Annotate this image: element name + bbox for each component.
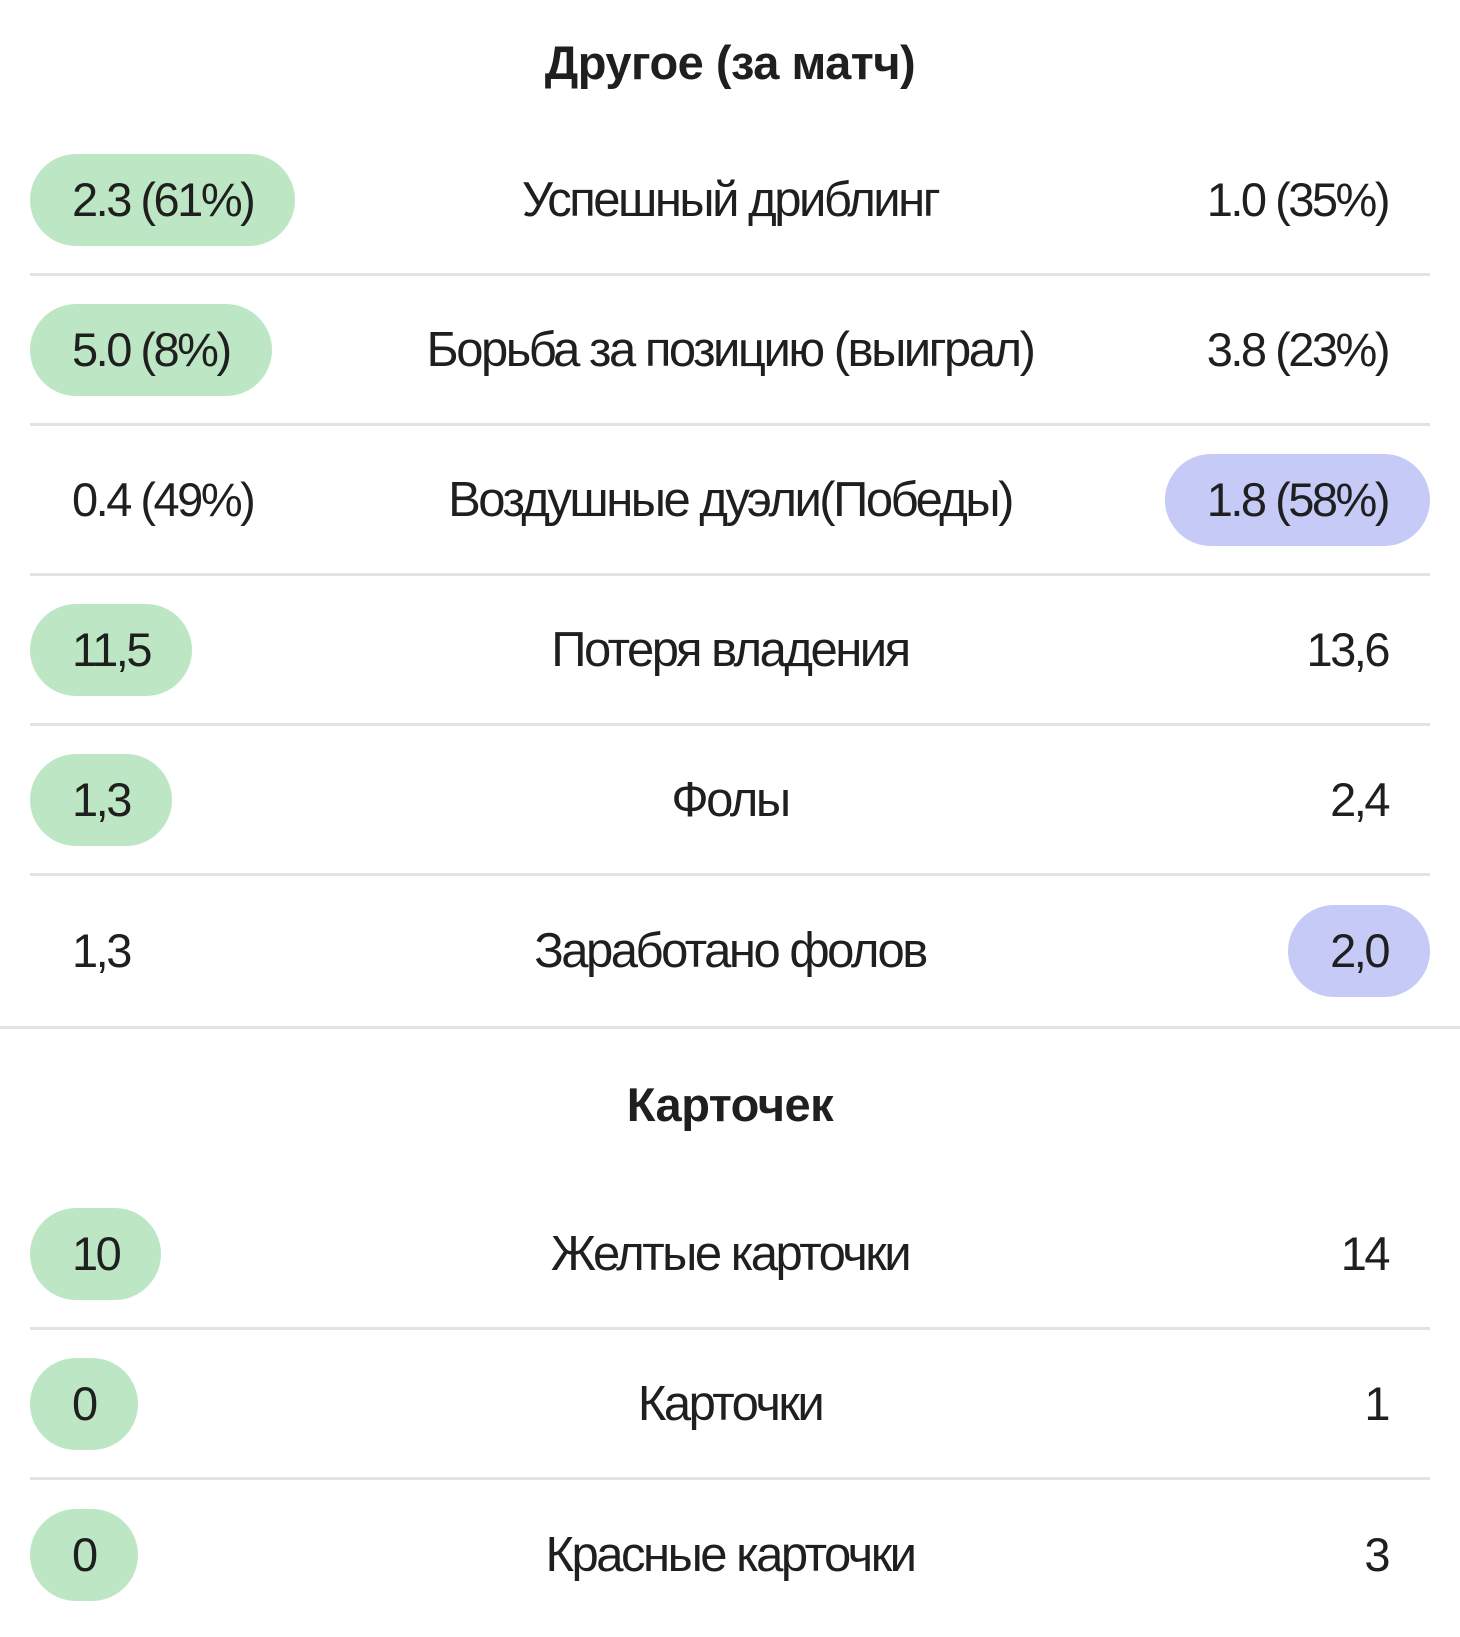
stat-label: Заработано фолов <box>534 924 928 978</box>
left-value: 0.4 (49%) <box>72 472 256 526</box>
right-value: 3 <box>1364 1528 1390 1581</box>
stat-row: 1,3 Заработано фолов 2,0 <box>30 876 1430 1026</box>
right-value: 1 <box>1364 1376 1390 1430</box>
stat-row: 10 Желтые карточки 14 <box>30 1180 1430 1330</box>
stat-row: 0.4 (49%) Воздушные дуэли(Победы) 1.8 (5… <box>30 426 1430 576</box>
stat-row: 11,5 Потеря владения 13,6 <box>30 576 1430 726</box>
stat-label: Желтые карточки <box>550 1226 912 1281</box>
stat-label: Карточки <box>637 1376 825 1431</box>
stat-row: 1,3 Фолы 2,4 <box>30 726 1430 876</box>
right-value: 2,4 <box>1330 772 1390 826</box>
left-value: 0 <box>30 1509 138 1601</box>
right-value: 1.0 (35%) <box>1206 172 1391 226</box>
right-value: 14 <box>1340 1226 1391 1280</box>
stats-list-cards: 10 Желтые карточки 14 0 Карточки 1 0 Кра… <box>30 1180 1430 1630</box>
section-divider <box>0 1026 1460 1029</box>
left-value: 1,3 <box>72 924 132 977</box>
stat-row: 0 Карточки 1 <box>30 1330 1430 1480</box>
left-value: 2.3 (61%) <box>30 153 296 246</box>
left-value: 5.0 (8%) <box>30 303 272 396</box>
stat-label: Красные карточки <box>545 1528 917 1582</box>
right-value: 1.8 (58%) <box>1164 453 1430 546</box>
stat-row: 2.3 (61%) Успешный дриблинг 1.0 (35%) <box>30 126 1430 276</box>
left-value: 0 <box>30 1357 138 1450</box>
stat-row: 5.0 (8%) Борьба за позицию (выиграл) 3.8… <box>30 276 1430 426</box>
left-value: 1,3 <box>30 753 172 846</box>
section-title-other: Другое (за матч) <box>544 36 916 89</box>
section-title-cards: Карточек <box>626 1078 834 1131</box>
stat-row: 0 Красные карточки 3 <box>30 1480 1430 1630</box>
left-value: 11,5 <box>30 603 192 696</box>
stat-label: Фолы <box>671 772 791 827</box>
right-value: 13,6 <box>1306 622 1391 676</box>
stat-label: Потеря владения <box>551 622 911 677</box>
right-value: 3.8 (23%) <box>1206 322 1391 376</box>
right-value: 2,0 <box>1288 905 1430 997</box>
left-value: 10 <box>30 1207 162 1300</box>
stats-list-other: 2.3 (61%) Успешный дриблинг 1.0 (35%) 5.… <box>30 126 1430 1026</box>
